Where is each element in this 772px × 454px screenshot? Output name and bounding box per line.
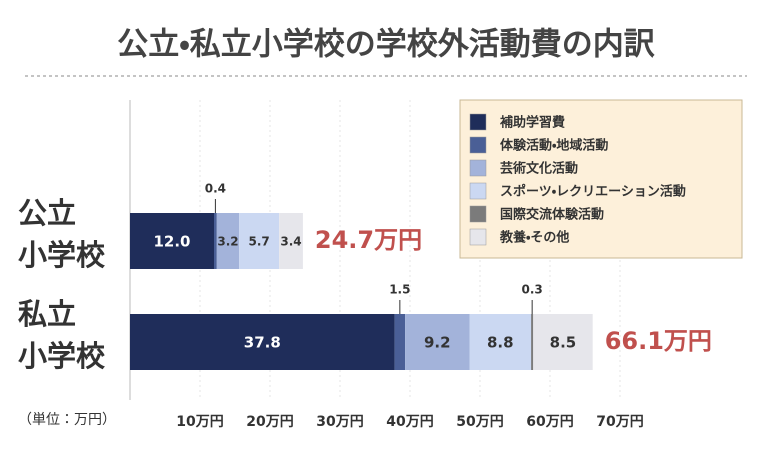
bar-segment [130, 314, 395, 370]
bar-segment [239, 213, 280, 269]
x-tick-label: 20万円 [246, 414, 293, 430]
data-label: 0.3 [522, 283, 543, 297]
data-label: 12.0 [153, 233, 190, 251]
bar-segment [130, 213, 214, 269]
legend-swatch [469, 182, 487, 200]
category-label: 私立小学校 [18, 297, 105, 373]
bar-segment [405, 314, 470, 370]
legend-swatch [469, 113, 487, 131]
bar-segment [279, 213, 303, 269]
total-label: 66.1万円 [605, 327, 712, 355]
category-label: 公立小学校 [18, 196, 105, 272]
data-label: 8.5 [550, 334, 577, 352]
legend-swatch [469, 159, 487, 177]
x-tick-label: 10万円 [176, 414, 223, 430]
data-label: 3.2 [217, 235, 238, 249]
legend-label: 国際交流体験活動 [500, 207, 604, 223]
bar-segment [394, 314, 406, 370]
bar-segment [531, 314, 534, 370]
legend-swatch [469, 136, 487, 154]
bar-segment [214, 213, 217, 269]
legend-label: 芸術文化活動 [500, 161, 578, 177]
x-tick-label: 60万円 [526, 414, 573, 430]
data-label: 1.5 [389, 283, 410, 297]
x-tick-label: 70万円 [596, 414, 643, 430]
legend-swatch [469, 205, 487, 223]
bar-segment [469, 314, 532, 370]
legend-box [459, 99, 743, 259]
bar-segment [216, 213, 240, 269]
bar-segment [533, 314, 593, 370]
legend-label: スポーツ・レクリエーション活動 [500, 184, 686, 200]
data-label: 0.4 [205, 182, 226, 196]
chart-title: 公立・私立小学校の学校外活動費の内訳 [117, 27, 655, 63]
unit-label: （単位：万円） [18, 412, 116, 428]
data-label: 8.8 [487, 334, 514, 352]
total-label: 24.7万円 [315, 226, 422, 254]
x-tick-label: 50万円 [456, 414, 503, 430]
x-tick-label: 30万円 [316, 414, 363, 430]
data-label: 3.4 [280, 235, 301, 249]
data-label: 5.7 [249, 235, 270, 249]
legend-swatch [469, 228, 487, 246]
legend-label: 体験活動・地域活動 [500, 138, 608, 154]
data-label: 9.2 [424, 334, 451, 352]
x-tick-label: 40万円 [386, 414, 433, 430]
legend-label: 教養・その他 [499, 230, 569, 246]
legend-label: 補助学習費 [500, 115, 565, 131]
data-label: 37.8 [244, 334, 281, 352]
